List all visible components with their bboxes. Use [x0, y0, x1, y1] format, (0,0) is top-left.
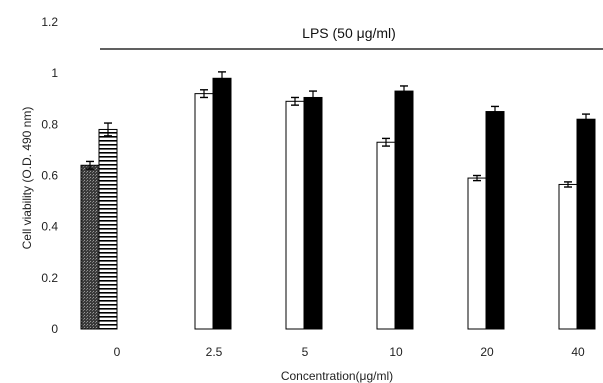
- x-tick-label: 0: [114, 345, 121, 359]
- x-tick-label: 20: [480, 345, 494, 359]
- bar-white-5: [285, 100, 305, 330]
- lps-annotation-label: LPS (50 μg/ml): [302, 25, 396, 41]
- x-axis-label: Concentration(μg/ml): [281, 369, 393, 383]
- bar-control-2: [98, 128, 118, 330]
- x-tick-label: 40: [571, 345, 585, 359]
- bars-group: [80, 77, 596, 330]
- x-tick-label: 2.5: [206, 345, 223, 359]
- bar-black-10: [394, 90, 414, 330]
- bar-white-20: [467, 177, 487, 330]
- bar-black-2.5: [212, 77, 232, 330]
- x-tick-labels: 0 2.5 5 10 20 40: [114, 345, 585, 359]
- y-tick-label: 0.8: [41, 117, 58, 131]
- bar-control-1: [80, 164, 100, 330]
- bar-white-40: [558, 183, 578, 330]
- y-tick-label: 0.6: [41, 169, 58, 183]
- x-tick-label: 5: [302, 345, 309, 359]
- bar-black-20: [485, 111, 505, 330]
- error-bars-group: [86, 71, 590, 188]
- bar-black-40: [576, 118, 596, 330]
- y-tick-label: 0.4: [41, 220, 58, 234]
- bar-white-2.5: [194, 93, 214, 330]
- bar-black-5: [303, 96, 323, 330]
- x-tick-label: 10: [389, 345, 403, 359]
- y-axis-label: Cell viability (O.D. 490 nm): [20, 107, 34, 250]
- y-tick-label: 0: [51, 322, 58, 336]
- bar-white-10: [376, 141, 396, 330]
- y-tick-labels: 0 0.2 0.4 0.6 0.8 1 1.2: [41, 15, 58, 336]
- y-tick-label: 0.2: [41, 271, 58, 285]
- y-tick-label: 1: [51, 66, 58, 80]
- y-tick-label: 1.2: [41, 15, 58, 29]
